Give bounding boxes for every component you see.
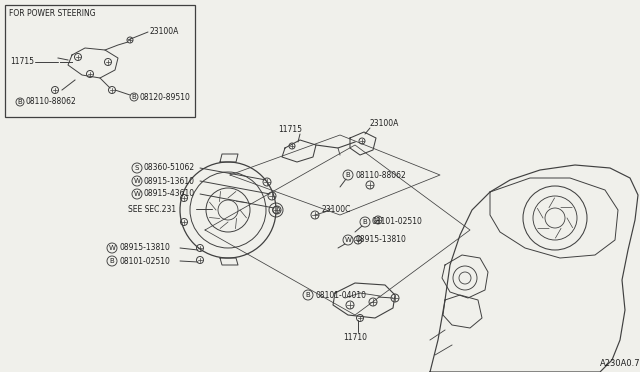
- Text: 08360-51062: 08360-51062: [144, 164, 195, 173]
- Text: FOR POWER STEERING: FOR POWER STEERING: [9, 9, 95, 17]
- Text: 08101-02510: 08101-02510: [119, 257, 170, 266]
- Text: W: W: [344, 237, 351, 243]
- Text: 11710: 11710: [343, 333, 367, 341]
- Text: 08120-89510: 08120-89510: [140, 93, 191, 102]
- Text: B: B: [363, 219, 367, 225]
- Text: 08110-88062: 08110-88062: [355, 170, 406, 180]
- Text: W: W: [109, 245, 115, 251]
- Text: 11715: 11715: [278, 125, 302, 134]
- Text: 23100C: 23100C: [322, 205, 351, 215]
- Text: B: B: [109, 258, 115, 264]
- Text: S: S: [135, 165, 139, 171]
- Text: 23100A: 23100A: [150, 28, 179, 36]
- Bar: [5, 5, 195, 117]
- Text: 08101-04010: 08101-04010: [315, 291, 366, 299]
- Text: W: W: [134, 191, 140, 197]
- Text: B: B: [346, 172, 350, 178]
- Text: 23100A: 23100A: [370, 119, 399, 128]
- Text: 08915-13810: 08915-13810: [355, 235, 406, 244]
- Text: A230A0.75: A230A0.75: [600, 359, 640, 369]
- Text: 08915-13810: 08915-13810: [119, 244, 170, 253]
- Text: B: B: [18, 99, 22, 105]
- Text: 08915-43610: 08915-43610: [144, 189, 195, 199]
- Text: B: B: [132, 94, 136, 100]
- Text: SEE SEC.231: SEE SEC.231: [128, 205, 176, 214]
- Text: 11715: 11715: [10, 58, 34, 67]
- Text: 08101-02510: 08101-02510: [372, 218, 423, 227]
- Text: 08915-13610: 08915-13610: [144, 176, 195, 186]
- Text: B: B: [306, 292, 310, 298]
- Text: W: W: [134, 178, 140, 184]
- Text: 08110-88062: 08110-88062: [26, 97, 77, 106]
